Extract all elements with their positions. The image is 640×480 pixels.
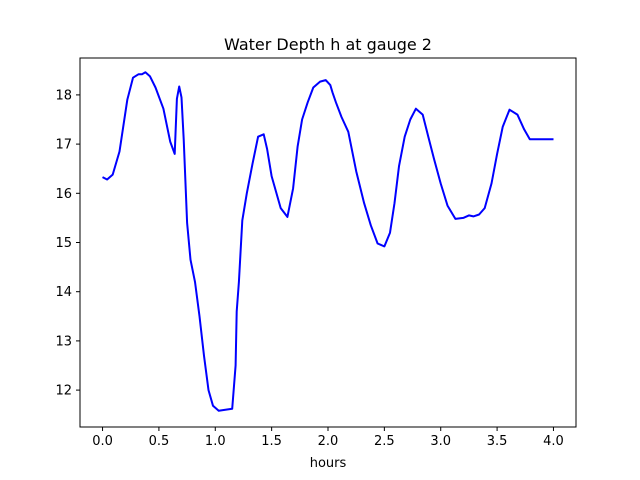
plot-frame (79, 57, 577, 428)
y-tick-label: 16 (55, 187, 72, 202)
y-tick-label: 14 (55, 285, 72, 300)
x-tick-label: 2.5 (374, 434, 395, 449)
x-tick-label: 1.5 (261, 434, 282, 449)
y-tick-label: 13 (55, 334, 72, 349)
y-tick-label: 12 (55, 384, 72, 399)
x-tick-label: 0.0 (92, 434, 113, 449)
chart-title: Water Depth h at gauge 2 (224, 35, 432, 54)
y-tick-label: 18 (55, 88, 72, 103)
x-tick-label: 1.0 (205, 434, 226, 449)
x-tick-label: 2.0 (318, 434, 339, 449)
x-tick-label: 4.0 (543, 434, 564, 449)
y-tick-label: 17 (55, 138, 72, 153)
y-axis: 12 13 14 15 16 17 18 (55, 88, 80, 399)
y-tick-label: 15 (55, 236, 72, 251)
series-line-0 (102, 71, 554, 412)
x-axis: 0.0 0.5 1.0 1.5 2.0 2.5 3.0 3.5 4.0 (92, 427, 564, 449)
x-tick-label: 3.0 (430, 434, 451, 449)
plot-area (79, 57, 577, 428)
x-axis-label: hours (310, 456, 347, 471)
x-tick-label: 0.5 (149, 434, 170, 449)
x-tick-label: 3.5 (487, 434, 508, 449)
